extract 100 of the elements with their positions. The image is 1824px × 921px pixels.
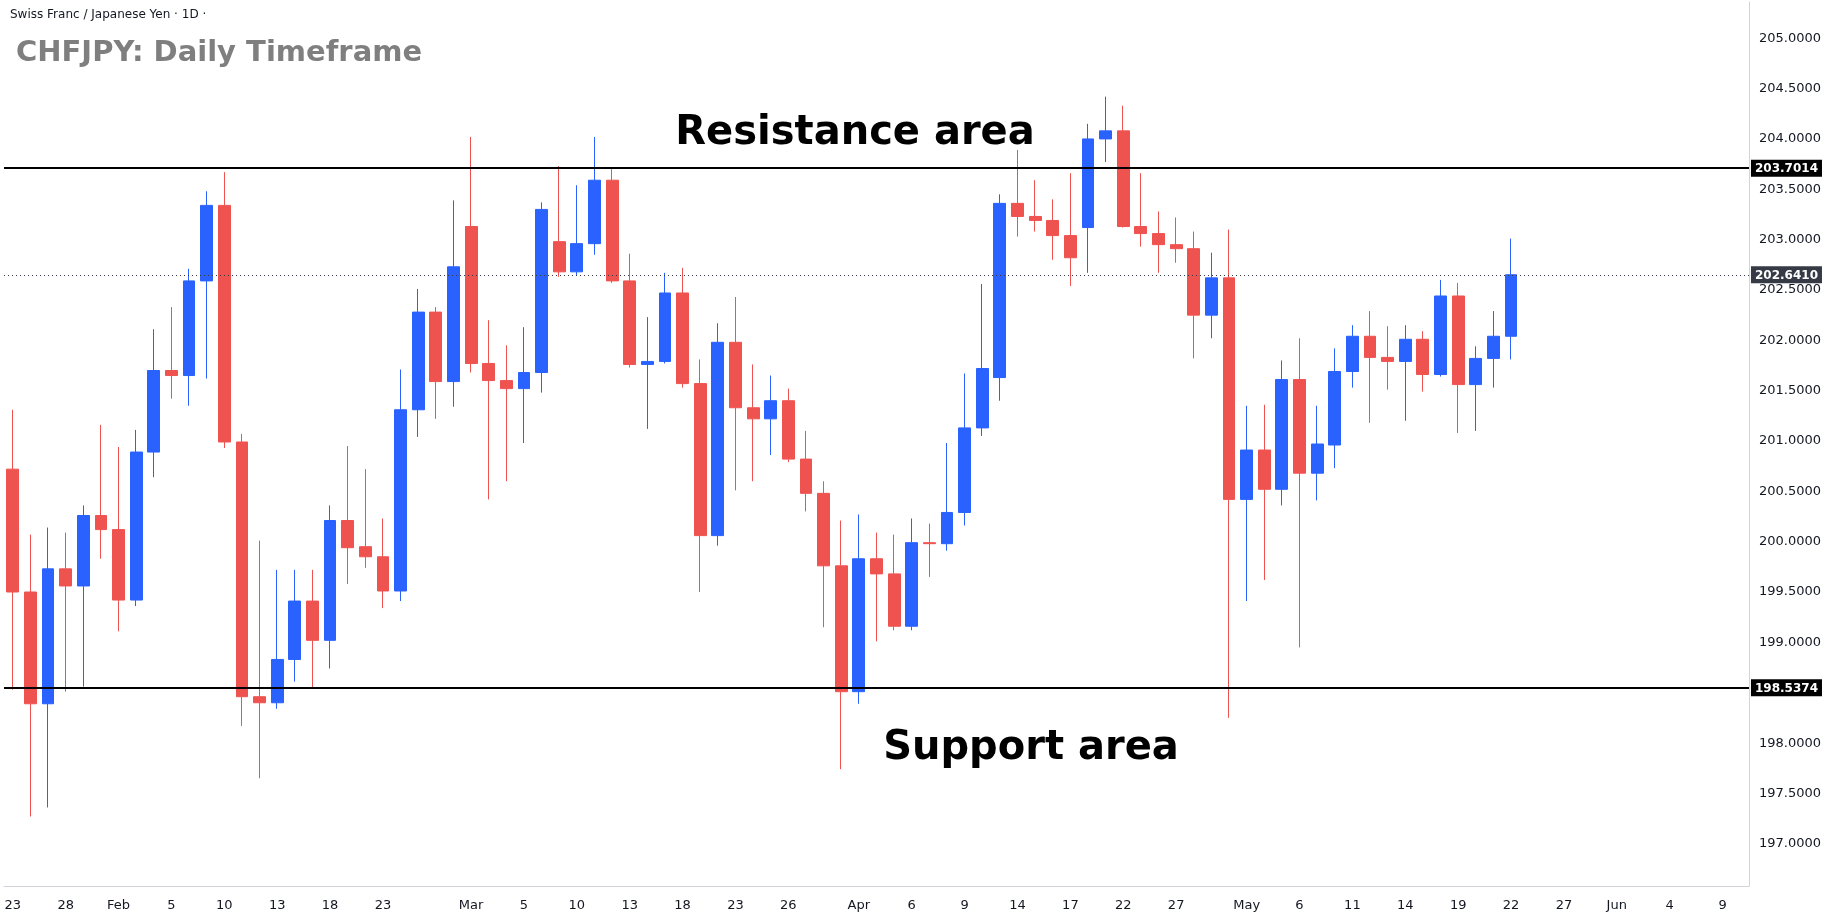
candlestick — [429, 306, 442, 420]
candlestick — [59, 532, 72, 693]
y-tick-label: 201.5000 — [1758, 382, 1821, 398]
candlestick — [95, 424, 107, 560]
x-tick-label: 19 — [1449, 897, 1467, 912]
candlestick — [588, 136, 601, 256]
candlestick — [1487, 310, 1500, 389]
candlestick — [1505, 238, 1517, 360]
annotation: Resistance area — [675, 107, 1035, 153]
candlestick — [764, 375, 777, 456]
x-tick-label: 13 — [268, 897, 286, 912]
x-tick-label: 10 — [568, 897, 586, 912]
candlestick — [482, 319, 495, 500]
candlestick — [147, 328, 160, 478]
x-tick-label: Mar — [458, 897, 485, 912]
candlestick — [1011, 149, 1024, 238]
x-tick-label: Feb — [107, 897, 131, 912]
x-tick-label: Jun — [1605, 897, 1627, 912]
candlestick — [447, 199, 460, 408]
ref-line-label: 203.7014 — [1754, 161, 1818, 176]
candlestick — [1152, 210, 1165, 274]
candlestick — [1275, 359, 1288, 506]
x-tick-label: 17 — [1062, 897, 1079, 912]
candlestick — [183, 268, 195, 407]
candlestick — [835, 520, 848, 770]
candlestick — [694, 358, 707, 593]
text: Swiss Franc / Japanese Yen · 1D · — [10, 7, 207, 21]
candlestick — [1029, 179, 1042, 233]
candlestick — [359, 468, 372, 569]
candlestick — [993, 193, 1006, 402]
x-tick-label: 26 — [780, 897, 797, 912]
candlestick — [782, 388, 795, 463]
candlestick — [377, 518, 389, 609]
candlestick — [870, 532, 883, 642]
candlestick — [271, 569, 284, 710]
y-tick-label: 202.5000 — [1758, 281, 1821, 297]
y-tick-label: 198.0000 — [1758, 734, 1821, 750]
candlestick — [1258, 404, 1271, 581]
y-tick-label: 197.5000 — [1758, 784, 1821, 800]
candlestick — [606, 168, 619, 284]
candlestick — [165, 306, 178, 400]
x-tick-label: 28 — [57, 897, 74, 912]
candlestick — [1046, 198, 1059, 261]
candlestick — [1469, 345, 1482, 432]
x-tick-label: 23 — [374, 897, 392, 912]
x-tick-label: 23 — [727, 897, 744, 912]
candlestick — [112, 446, 125, 632]
candlestick — [324, 504, 336, 670]
candlestick — [341, 445, 354, 585]
candlestick — [905, 518, 918, 631]
candlestick — [1240, 405, 1253, 602]
y-tick-label: 201.0000 — [1758, 432, 1821, 448]
x-tick-label: 9 — [1718, 897, 1727, 912]
candlestick — [1399, 324, 1412, 422]
candlestick — [1223, 229, 1235, 719]
annotation: Support area — [883, 722, 1179, 768]
x-tick-label: 22 — [1114, 897, 1132, 912]
candlestick — [800, 430, 812, 512]
candlestick — [535, 201, 548, 394]
y-tick-label: 200.0000 — [1758, 533, 1821, 549]
candlestick — [1293, 337, 1306, 648]
candlestick — [77, 504, 90, 688]
x-tick-label: 13 — [621, 897, 638, 912]
x-tick-label: 10 — [216, 897, 233, 912]
x-tick-label: 11 — [1344, 897, 1361, 912]
y-tick-label: 204.5000 — [1758, 80, 1821, 96]
candlestick — [623, 253, 636, 368]
candlestick — [1064, 172, 1077, 287]
x-tick-label: 18 — [321, 897, 339, 912]
candlestick — [412, 288, 425, 438]
candlestick — [1187, 231, 1200, 359]
x-tick-label: May — [1233, 897, 1261, 912]
candlestick — [465, 136, 478, 374]
candlestick — [1452, 282, 1465, 434]
candlestick — [676, 267, 689, 389]
candlestick — [817, 480, 830, 628]
candlestick — [218, 171, 231, 449]
candlestick — [923, 523, 936, 578]
candlestick — [253, 540, 266, 779]
ref-line-label: 202.6410 — [1754, 267, 1818, 282]
candlestick — [729, 296, 742, 491]
y-tick-label: 199.5000 — [1758, 583, 1821, 599]
candlestick — [200, 190, 213, 380]
candlestick — [1311, 405, 1324, 501]
candlestick — [6, 409, 19, 691]
candlestick — [941, 442, 953, 552]
x-tick-label: 6 — [1295, 897, 1304, 912]
candlestick — [1416, 330, 1429, 393]
y-tick-label: 197.0000 — [1758, 835, 1821, 851]
candlestick — [976, 283, 989, 437]
y-tick-label: 204.0000 — [1758, 130, 1821, 146]
candlestick — [1364, 310, 1376, 424]
candlestick — [1170, 216, 1183, 264]
x-tick-label: 27 — [1555, 897, 1573, 912]
text: CHFJPY: Daily Timeframe — [16, 33, 423, 68]
candlestick — [888, 534, 901, 631]
y-tick-label: 203.0000 — [1758, 231, 1821, 247]
x-tick-label: Apr — [847, 897, 871, 912]
y-tick-label: 199.0000 — [1758, 633, 1821, 649]
x-tick-label: 5 — [519, 897, 529, 912]
